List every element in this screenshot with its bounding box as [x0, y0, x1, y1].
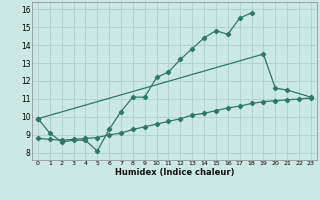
- X-axis label: Humidex (Indice chaleur): Humidex (Indice chaleur): [115, 168, 234, 177]
